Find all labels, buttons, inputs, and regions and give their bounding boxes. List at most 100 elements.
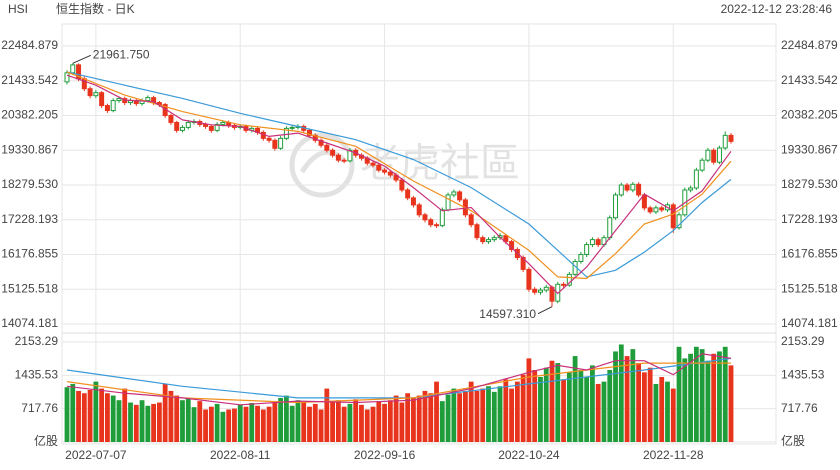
y-tick-label: 21433.542 [1,73,58,87]
y-tick-label: 15125.518 [1,281,58,295]
candle-body [399,179,405,191]
candle-body [699,159,705,171]
candle-body [711,149,717,163]
x-tick-label: 2022-07-07 [65,448,127,462]
volume-bar [717,351,722,442]
volume-bar [595,383,601,442]
volume-bar [486,386,491,442]
volume-bar [480,388,486,442]
candle-body [653,207,659,213]
volume-bar [359,404,364,442]
candle-body [151,97,157,104]
volume-bar [463,390,468,442]
volume-bar [474,390,480,442]
candle-body [341,159,347,162]
timestamp: 2022-12-12 23:28:46 [721,2,833,16]
candle-body [457,191,463,201]
candle-body [208,125,214,131]
volume-bar [81,393,87,442]
candle-body [104,105,110,112]
volume-bar [87,389,93,442]
volume-bar [503,379,509,442]
watermark-text: 老虎社區 [360,142,520,186]
candle-body [578,253,584,262]
y-tick-label-right: 1435.53 [781,368,825,382]
volume-bar [93,381,99,442]
chart-name: 恒生指数 - 日K [56,1,135,16]
candle-body [636,183,642,196]
volume-bar [116,400,122,442]
candle-body [145,97,151,102]
candle-body [595,239,601,246]
volume-bar [561,379,566,442]
y-tick-label-right: 717.76 [781,401,818,415]
candle-body [110,100,116,112]
candle-body [485,239,491,243]
candle-body [439,209,445,227]
volume-bar [693,346,699,442]
volume-bar [191,407,197,442]
candle-body [434,224,440,227]
y-tick-label-right: 亿股 [781,433,805,448]
candle-body [474,224,480,239]
x-tick-label: 2022-10-24 [498,448,560,462]
volume-bar [335,400,341,442]
volume-bar [156,402,162,442]
volume-bar [307,406,312,442]
candle-body [376,164,382,171]
volume-bar [174,395,180,442]
volume-bar [312,403,318,442]
volume-bar [232,408,237,442]
volume-bar [566,372,572,442]
candle-body [503,235,509,243]
volume-bar [226,409,232,442]
x-tick-label: 2022-08-11 [210,448,271,462]
volume-bar [376,401,382,442]
x-tick-label: 2022-11-28 [643,448,704,462]
candle-body [168,115,174,123]
volume-bar [526,358,532,442]
volume-bar [618,344,624,442]
moving-average-line [66,71,732,280]
candle-body [324,144,330,151]
volume-bar [468,381,474,442]
volume-bar [549,360,555,442]
candle-body [716,147,722,163]
volume-bar [318,409,324,442]
candle-body [387,171,393,176]
candle-body [99,92,105,107]
volume-bar [243,406,249,442]
y-tick-label: 2153.29 [15,334,59,348]
candle-body [335,154,341,161]
y-tick-label-right: 17228.193 [781,212,838,226]
moving-average-line [66,71,732,278]
candle-body [480,237,486,243]
volume-bar [538,376,543,442]
y-tick-label-right: 20382.205 [781,108,838,122]
candle-body [214,123,220,131]
volume-bar [520,374,526,442]
candle-body [116,98,122,102]
volume-bar [601,381,607,442]
volume-bar [607,370,613,442]
volume-bar [128,402,133,442]
candle-body [64,72,70,83]
volume-bar [665,381,670,442]
candle-body [676,214,682,229]
volume-bar [272,401,278,442]
volume-bar [624,356,630,442]
candle-body [445,194,451,211]
candle-body [693,169,699,189]
candle-body [428,219,434,226]
volume-bar [197,401,203,442]
candle-body [647,207,653,213]
volume-bar [653,383,659,442]
candle-body [289,126,295,129]
volume-bar [266,406,272,442]
candle-body [451,191,457,196]
candle-body [613,194,619,219]
volume-bar [491,391,497,442]
y-tick-label-right: 2153.29 [781,334,825,348]
candle-body [584,244,590,255]
y-tick-label: 717.76 [21,401,58,415]
